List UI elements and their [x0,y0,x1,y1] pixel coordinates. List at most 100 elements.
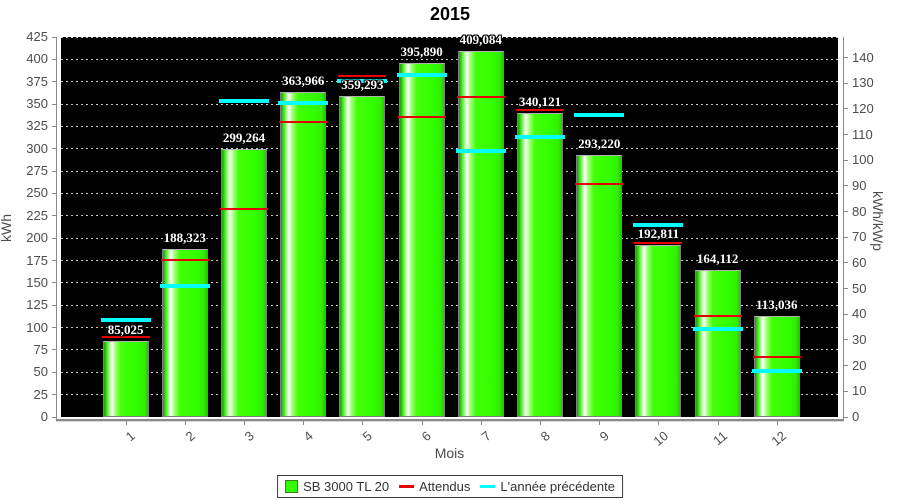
attendus-line [220,207,268,210]
right-tick-mark [844,339,848,341]
y-tick-label-left: 250 [26,185,48,201]
right-tick-mark [844,134,848,136]
bar-value-label: 85,025 [107,321,144,337]
x-tick-label-text: 6 [419,428,435,445]
right-tick-mark [844,262,848,264]
left-tick-mark [52,103,56,105]
left-tick-mark [52,170,56,172]
legend-label: L'année précédente [500,479,615,494]
bar-value-label: 395,890 [400,44,443,60]
y-tick-label-right: 50 [852,280,867,296]
y-tick-label-left: 0 [40,409,48,424]
x-tick-mark [540,421,541,425]
y-tick-label-left: 100 [26,319,48,335]
gridline [61,192,838,194]
right-tick-mark [844,416,848,418]
bar-month-7 [457,51,504,417]
y-tick-label-left: 275 [26,163,48,179]
gridline [61,237,838,239]
bar-value-label: 164,112 [696,251,739,267]
right-tick-mark [844,313,848,315]
gridline [61,58,838,60]
bar-month-9 [576,154,623,417]
x-tick-label-text: 2 [182,428,198,445]
attendus-line [101,335,150,338]
y-tick-label-right: 60 [852,254,867,270]
previous-year-line [692,327,743,332]
bar-month-10 [635,244,682,417]
bar-value-label: 363,966 [282,72,325,88]
plot-area: 85,025 188,323 299,264 363,966 359,293 395,89… [61,33,838,417]
x-tick-label-text: 1 [123,428,139,445]
bar-value-label: 409,084 [459,32,502,48]
right-tick-mark [844,365,848,367]
y-tick-label-right: 0 [852,409,860,424]
x-tick-mark [480,421,482,425]
x-tick-mark [184,421,186,425]
left-tick-mark [52,192,56,194]
y-tick-label-right: 20 [852,357,867,373]
y-tick-label-left: 300 [26,140,48,156]
y-tick-label-left: 325 [26,118,48,134]
y-tick-label-right: 110 [852,126,873,142]
legend-label: SB 3000 TL 20 [303,479,390,494]
gridline [61,215,838,217]
bar-value-label: 299,264 [222,130,266,146]
attendus-line [516,109,564,112]
x-tick-mark [125,421,127,425]
left-tick-mark [52,304,56,306]
y-tick-label-right: 130 [852,75,874,91]
gridline [61,36,838,38]
left-tick-mark [52,148,56,150]
gridline [61,125,838,127]
x-tick-mark [421,421,423,425]
expected-line-icon [399,485,415,488]
x-tick-label-text: 3 [241,428,257,445]
y-tick-label-right: 140 [852,49,874,65]
left-tick-mark [52,125,56,127]
left-tick-mark [52,371,56,373]
previous-year-line [515,135,565,140]
attendus-line [634,241,683,244]
previous-year-line [751,368,802,373]
y-tick-label-left: 25 [33,386,48,402]
attendus-line [160,258,209,261]
legend-item-production: SB 3000 TL 20 [285,479,389,494]
y-tick-label-right: 120 [852,100,874,116]
gridline [61,81,838,83]
gridline [61,371,838,373]
left-tick-mark [52,416,56,418]
chart-title: 2015 [429,4,471,24]
y-tick-label-left: 425 [26,29,48,44]
legend-label: Attendus [419,479,471,494]
y-tick-label-right: 40 [852,306,867,322]
right-tick-mark [844,390,848,392]
gridline [61,282,838,284]
y-tick-label-left: 75 [33,341,48,357]
left-tick-mark [52,81,56,83]
previous-year-line [455,149,506,154]
right-tick-mark [844,57,848,59]
bar-month-4 [280,91,327,417]
gridline [61,394,838,396]
attendus-line [456,95,505,98]
y-tick-label-left: 350 [26,96,48,112]
x-tick-label-text: 9 [596,428,612,445]
x-tick-label-text: 8 [537,428,553,445]
previous-year-line [100,317,151,322]
left-tick-mark [52,260,56,262]
x-tick-label-text: 4 [300,428,316,445]
left-tick-mark [52,327,56,329]
bottom-axis-highlight [56,421,844,422]
gridline [61,148,838,150]
bar-month-12 [753,315,800,417]
attendus-line [752,356,801,359]
right-tick-mark [844,185,848,187]
y-tick-label-left: 375 [26,73,48,89]
gridline [61,327,838,329]
y-tick-label-left: 125 [26,297,48,313]
gridline [61,103,838,105]
previous-year-line [396,72,447,77]
x-tick-label-text: 5 [359,428,376,445]
gridline [61,349,838,351]
